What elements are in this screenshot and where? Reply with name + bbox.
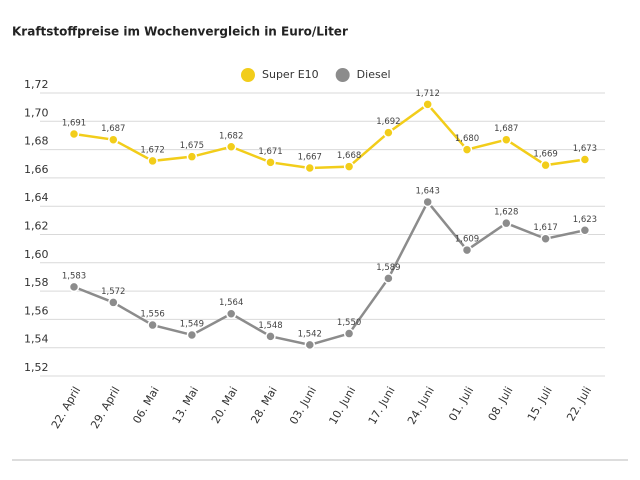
data-point [383,273,394,284]
data-point [579,225,591,236]
data-label: 1,589 [376,263,400,273]
data-label: 1,548 [258,321,282,331]
series-line [73,102,586,170]
x-tick-label: 22. Juli [564,385,594,424]
data-point [68,128,80,140]
data-point [540,159,551,171]
data-point [108,134,119,145]
x-tick-label: 13. Mai [170,385,201,426]
data-point [343,328,355,339]
data-label: 1,680 [455,134,479,144]
data-point [501,134,512,145]
data-label: 1,609 [455,235,479,245]
data-label: 1,682 [219,131,243,141]
data-label: 1,542 [298,329,322,339]
y-tick-label: 1,66 [24,163,49,176]
data-point [265,331,276,342]
data-label: 1,617 [533,223,557,233]
data-label: 1,687 [101,124,125,134]
y-tick-label: 1,64 [24,191,49,204]
data-label: 1,672 [140,145,164,155]
data-point [108,297,119,308]
y-tick-label: 1,56 [24,304,49,317]
x-tick-label: 10. Juni [326,385,358,427]
data-point [540,233,551,244]
data-point [304,339,316,351]
data-point [579,154,591,165]
data-label: 1,692 [376,117,400,127]
data-point [186,151,198,162]
data-label: 1,564 [219,298,243,308]
y-tick-label: 1,62 [24,220,49,233]
data-label: 1,667 [298,152,322,162]
data-label: 1,675 [180,141,204,151]
data-point [383,127,394,138]
series-line [73,199,586,347]
y-tick-label: 1,72 [24,78,49,91]
legend-label: Super E10 [262,68,319,81]
x-tick-label: 17. Juni [366,385,398,427]
data-label: 1,687 [494,124,518,134]
data-point [461,144,473,155]
data-point [422,99,433,110]
data-label: 1,549 [180,319,204,329]
data-label: 1,583 [62,271,86,281]
data-point [343,161,355,172]
data-label: 1,669 [533,150,557,160]
data-label: 1,550 [337,318,361,328]
data-point [225,141,237,153]
data-label: 1,712 [416,89,440,99]
x-tick-label: 22. April [49,385,83,431]
data-point [304,162,316,174]
x-tick-label: 03. Juni [287,385,319,427]
x-tick-label: 29. April [88,385,122,431]
x-tick-label: 28. Mai [248,385,279,426]
data-point [501,217,512,229]
data-label: 1,673 [573,144,597,154]
data-point [422,196,433,208]
legend-label: Diesel [357,68,391,81]
x-tick-label: 06. Mai [130,385,161,426]
y-tick-label: 1,54 [24,333,49,346]
data-label: 1,643 [416,186,440,196]
data-label: 1,556 [140,310,164,320]
data-label: 1,671 [258,147,282,157]
data-label: 1,628 [494,208,518,218]
data-label: 1,691 [62,119,86,129]
data-point [68,281,80,293]
y-tick-label: 1,70 [24,106,49,119]
data-point [265,157,276,168]
y-tick-label: 1,60 [24,248,49,261]
x-tick-label: 24. Juni [405,385,437,427]
y-tick-label: 1,52 [24,361,49,374]
data-label: 1,668 [337,151,361,161]
legend-marker [335,68,350,82]
data-point [147,319,158,331]
x-tick-label: 20. Mai [209,385,240,426]
data-point [461,244,473,256]
data-point [186,329,198,341]
x-tick-label: 15. Juli [525,385,555,424]
x-tick-label: 08. Juli [486,385,516,424]
y-tick-label: 1,58 [24,276,49,289]
legend-marker [241,68,255,82]
data-point [147,155,158,167]
data-label: 1,623 [573,215,597,225]
chart-title: Kraftstoffpreise im Wochenvergleich in E… [12,25,348,39]
x-tick-label: 01. Juli [446,385,476,424]
data-point [225,308,237,319]
y-tick-label: 1,68 [24,135,49,148]
data-label: 1,572 [101,287,125,297]
